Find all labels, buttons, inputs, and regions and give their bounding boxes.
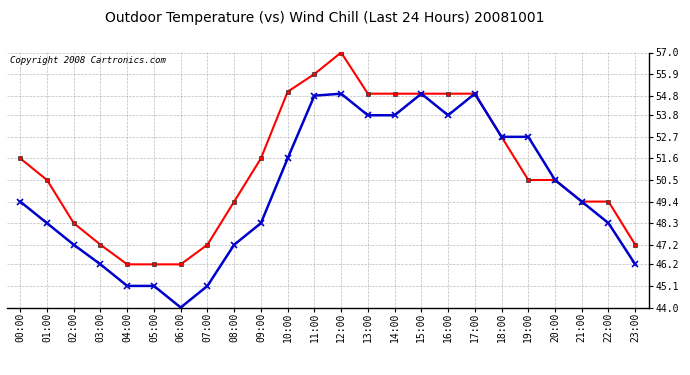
Text: Outdoor Temperature (vs) Wind Chill (Last 24 Hours) 20081001: Outdoor Temperature (vs) Wind Chill (Las…: [105, 11, 544, 25]
Text: Copyright 2008 Cartronics.com: Copyright 2008 Cartronics.com: [10, 56, 166, 65]
